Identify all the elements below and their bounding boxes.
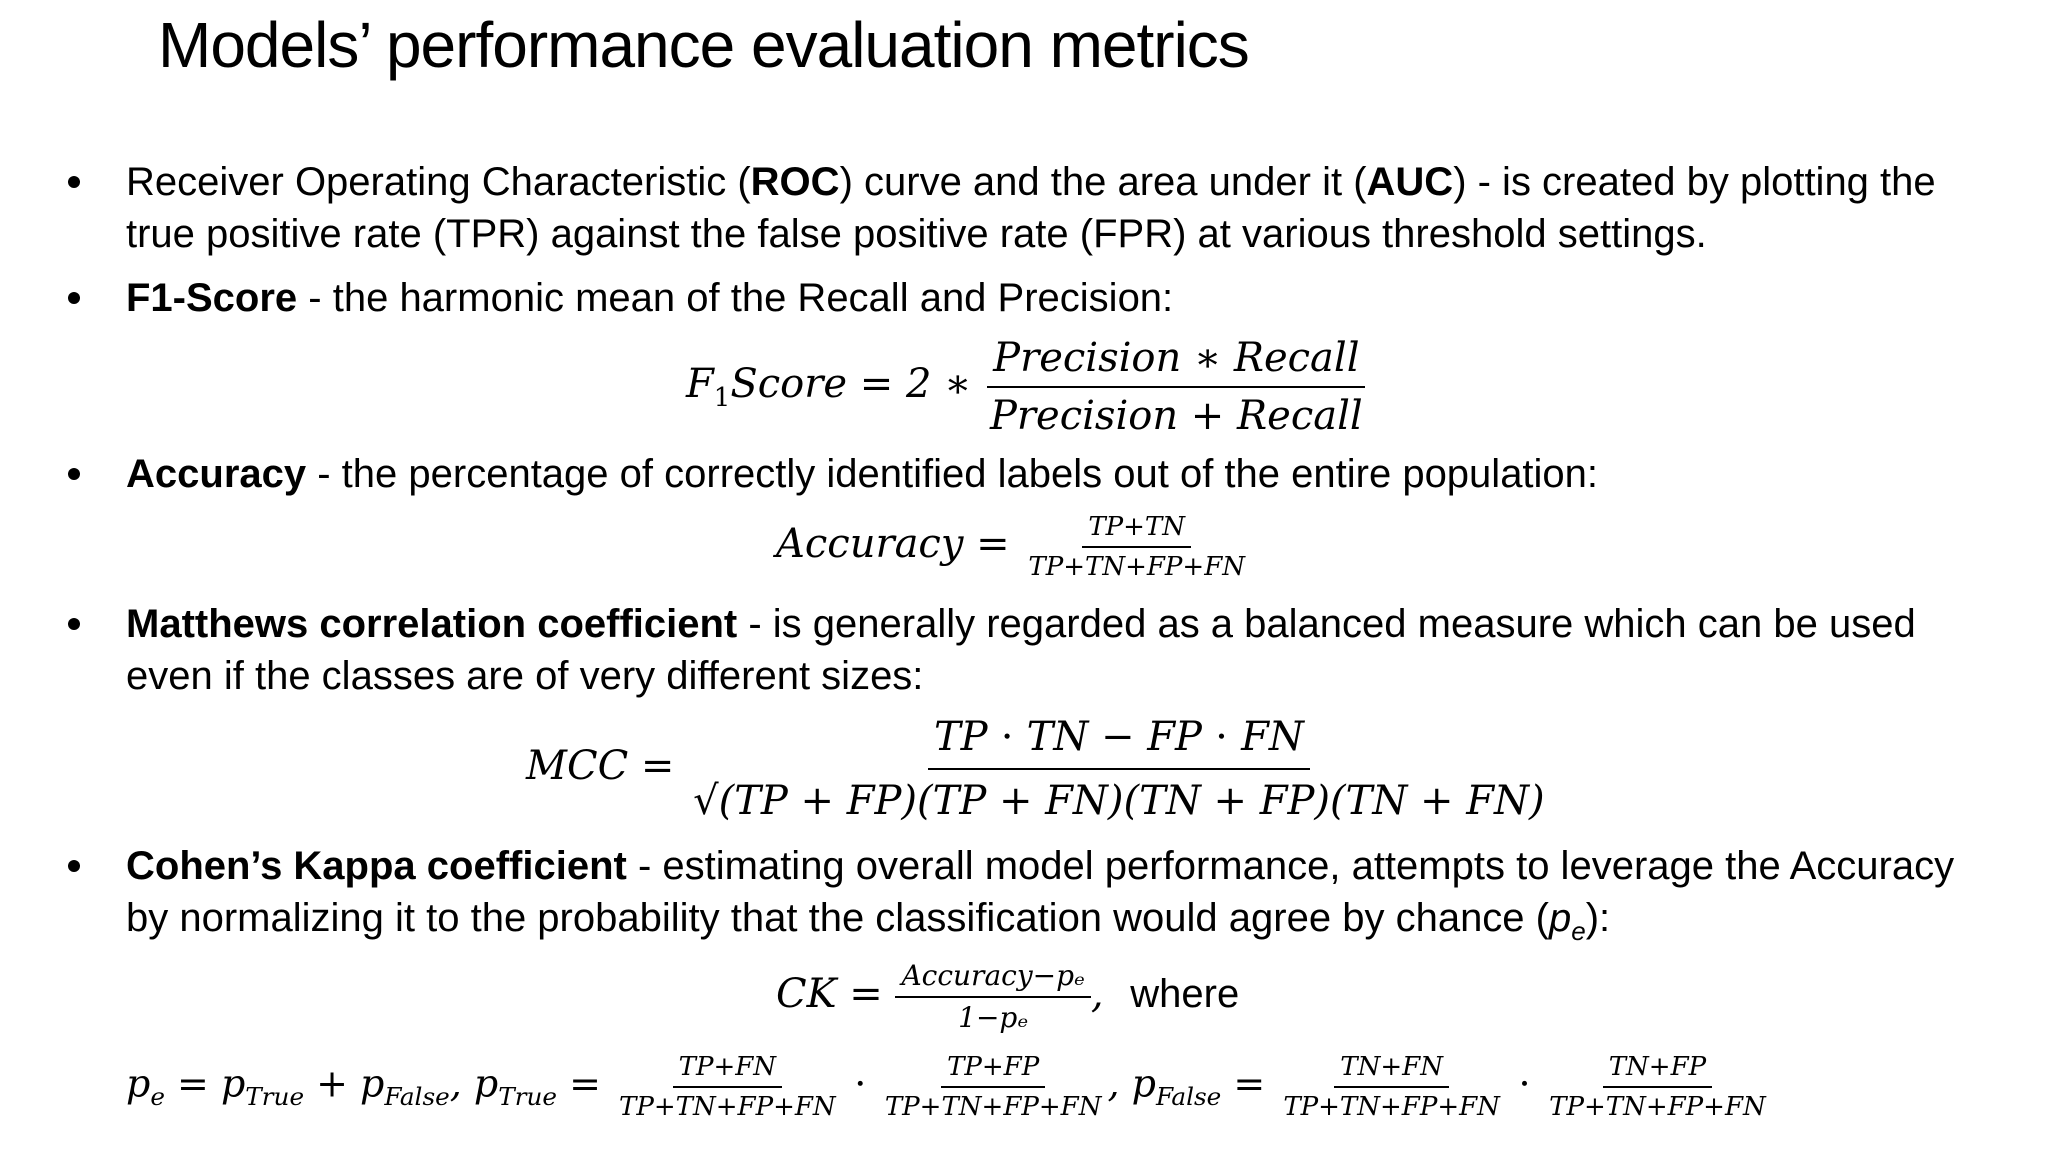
pe-f1-num: TP+FN: [672, 1048, 783, 1088]
pe-f1-den: TP+TN+FP+FN: [619, 1092, 836, 1122]
ck-formula: CK = Accuracy−pₑ 1−pₑ , where: [776, 956, 1239, 1038]
ck-where: where: [1130, 972, 1240, 1016]
accuracy-description: - the percentage of correctly identified…: [306, 452, 1599, 496]
pe-sub-true2: True: [498, 1082, 558, 1112]
mcc-description: - is generally regarded as a balanced me…: [126, 602, 1916, 698]
mcc-paragraph: Matthews correlation coefficient - is ge…: [126, 598, 2006, 702]
f1-formula: F1Score = 2 ∗ Precision ∗ Recall Precisi…: [686, 330, 1369, 444]
roc-text-post: ) - is created by plotting the true posi…: [126, 160, 1936, 256]
pe-f2-num: TP+FP: [941, 1048, 1046, 1088]
accuracy-paragraph: Accuracy - the percentage of correctly i…: [126, 448, 2006, 500]
pe-dot2: ⋅: [1518, 1061, 1532, 1106]
pe-eq1: = p: [164, 1061, 246, 1106]
pe-f3-den: TP+TN+FP+FN: [1283, 1092, 1500, 1122]
pe-sub-e: e: [150, 1082, 165, 1112]
pe-comma2: , p: [1107, 1061, 1156, 1106]
f1-numerator: Precision ∗ Recall: [987, 330, 1366, 388]
accuracy-term: Accuracy: [126, 452, 307, 496]
ck-numerator: Accuracy−pₑ: [895, 956, 1091, 998]
pe-fraction-1: TP+FN TP+TN+FP+FN: [613, 1048, 842, 1126]
roc-text-mid: ) curve and the area under it (: [839, 160, 1367, 204]
bullet-marker: [68, 468, 80, 480]
pe-f3-num: TN+FN: [1334, 1048, 1449, 1088]
pe-p: p: [126, 1061, 151, 1106]
auc-term: AUC: [1366, 160, 1454, 204]
pe-f4-den: TP+TN+FP+FN: [1549, 1092, 1766, 1122]
f1-denominator: Precision + Recall: [990, 393, 1363, 439]
mcc-formula: MCC = TP ⋅ TN − FP ⋅ FN √(TP + FP)(TP + …: [526, 706, 1551, 832]
pe-dot1: ⋅: [853, 1061, 867, 1106]
f1-paragraph: F1-Score - the harmonic mean of the Reca…: [126, 272, 2006, 324]
kappa-description: - estimating overall model performance, …: [126, 844, 1955, 940]
mcc-lhs: MCC =: [526, 743, 675, 789]
f1-fraction: Precision ∗ Recall Precision + Recall: [984, 330, 1369, 444]
f1-lhs-f: F: [686, 361, 714, 407]
pe-comma1: , p: [449, 1061, 499, 1106]
ck-fraction: Accuracy−pₑ 1−pₑ: [895, 956, 1091, 1038]
ck-lhs: CK =: [776, 971, 883, 1017]
kappa-p-sub: e: [1571, 916, 1586, 947]
mcc-numerator: TP ⋅ TN − FP ⋅ FN: [927, 706, 1310, 770]
f1-description: - the harmonic mean of the Recall and Pr…: [297, 276, 1174, 320]
pe-fraction-2: TP+FP TP+TN+FP+FN: [879, 1048, 1108, 1126]
kappa-paragraph: Cohen’s Kappa coefficient - estimating o…: [126, 840, 2006, 948]
mcc-fraction: TP ⋅ TN − FP ⋅ FN √(TP + FP)(TP + FN)(TN…: [687, 706, 1551, 832]
bullet-marker: [68, 292, 80, 304]
bullet-marker: [68, 618, 80, 630]
f1-term: F1-Score: [126, 276, 298, 320]
f1-lhs-sub: 1: [713, 383, 731, 414]
accuracy-denominator: TP+TN+FP+FN: [1028, 552, 1245, 582]
f1-lhs-rest: Score = 2 ∗: [730, 361, 972, 407]
kappa-close: ):: [1585, 896, 1611, 940]
accuracy-lhs: Accuracy =: [776, 521, 1010, 567]
kappa-term: Cohen’s Kappa coefficient: [126, 844, 627, 888]
pe-plus: + p: [304, 1061, 385, 1106]
ck-denominator: 1−pₑ: [958, 1001, 1029, 1034]
pe-eq3: =: [1221, 1061, 1266, 1106]
pe-f4-num: TN+FP: [1602, 1048, 1713, 1088]
page-title: Models’ performance evaluation metrics: [158, 9, 1250, 81]
pe-eq2: =: [557, 1061, 601, 1106]
pe-sub-false: False: [384, 1082, 450, 1112]
mcc-term: Matthews correlation coefficient: [126, 602, 738, 646]
pe-fraction-4: TN+FP TP+TN+FP+FN: [1543, 1048, 1772, 1126]
accuracy-formula: Accuracy = TP+TN TP+TN+FP+FN: [776, 508, 1251, 586]
pe-sub-false2: False: [1155, 1082, 1222, 1112]
mcc-denominator: √(TP + FP)(TP + FN)(TN + FP)(TN + FN): [693, 778, 1545, 824]
pe-fraction-3: TN+FN TP+TN+FP+FN: [1277, 1048, 1506, 1126]
roc-paragraph: Receiver Operating Characteristic (ROC) …: [126, 156, 2006, 260]
roc-term: ROC: [750, 160, 840, 204]
ck-comma: ,: [1090, 971, 1104, 1017]
bullet-marker: [68, 176, 80, 188]
kappa-p: p: [1549, 896, 1572, 940]
pe-formula: pe = pTrue + pFalse, pTrue = TP+FN TP+TN…: [126, 1048, 1772, 1126]
bullet-marker: [68, 860, 80, 872]
pe-f2-den: TP+TN+FP+FN: [884, 1092, 1102, 1122]
pe-sub-true: True: [245, 1082, 305, 1112]
roc-text-pre: Receiver Operating Characteristic (: [126, 160, 751, 204]
accuracy-numerator: TP+TN: [1082, 508, 1192, 548]
accuracy-fraction: TP+TN TP+TN+FP+FN: [1022, 508, 1251, 586]
